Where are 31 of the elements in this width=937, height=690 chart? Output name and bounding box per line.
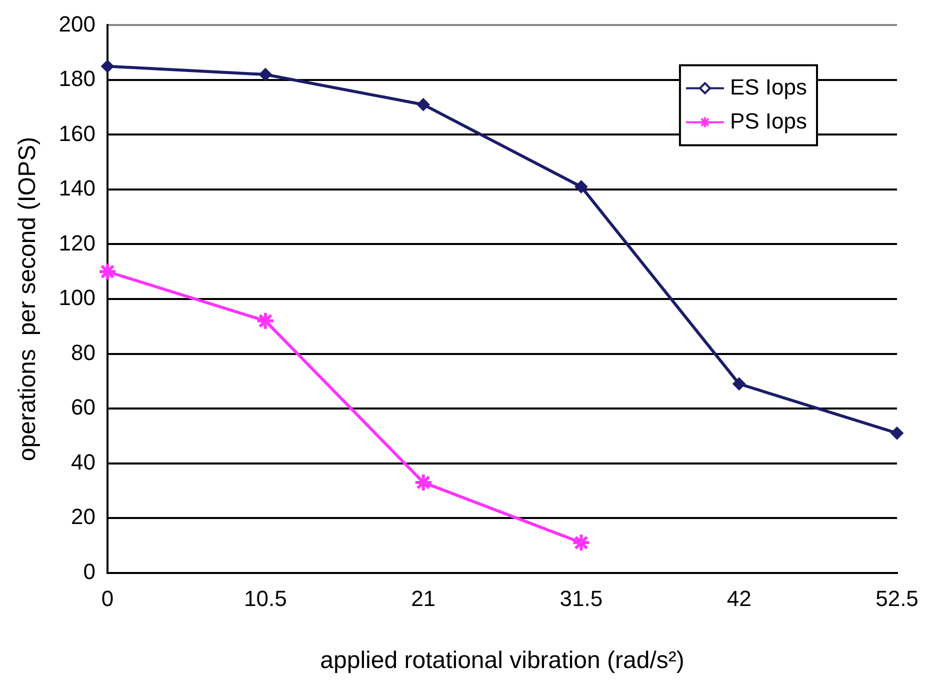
y-tick-label: 80 (71, 340, 96, 365)
y-tick-label: 180 (58, 66, 96, 92)
y-axis-title: operations per second (IOPS) (14, 136, 42, 462)
point (574, 180, 588, 194)
point (732, 377, 746, 390)
y-tick-label: 60 (71, 394, 96, 420)
legend-label: ES Iops (730, 74, 808, 100)
point (258, 68, 272, 81)
y-tick-label: 0 (83, 558, 96, 584)
x-tick-label: 0 (101, 586, 114, 612)
x-tick-label: 52.5 (876, 586, 918, 612)
point (256, 311, 275, 330)
y-tick-label: 20 (71, 504, 96, 530)
x-tick-label: 10.5 (244, 586, 287, 612)
y-tick-label: 200 (58, 11, 96, 36)
y-tick-label: 140 (58, 176, 96, 201)
point (890, 426, 904, 440)
x-tick-label: 42 (726, 586, 752, 612)
point (416, 98, 430, 112)
y-tick-label: 120 (58, 230, 96, 256)
x-tick-label: 21 (411, 586, 436, 612)
legend-label: PS Iops (730, 108, 808, 134)
x-tick-label: 31.5 (560, 586, 603, 612)
y-tick-label: 100 (58, 285, 96, 310)
point (414, 472, 433, 492)
point (98, 262, 118, 282)
point (572, 533, 591, 552)
y-tick-label: 160 (58, 120, 96, 146)
y-tick-label: 40 (71, 449, 96, 474)
point (101, 60, 114, 73)
x-axis-title: applied rotational vibration (rad/s²) (320, 647, 684, 674)
